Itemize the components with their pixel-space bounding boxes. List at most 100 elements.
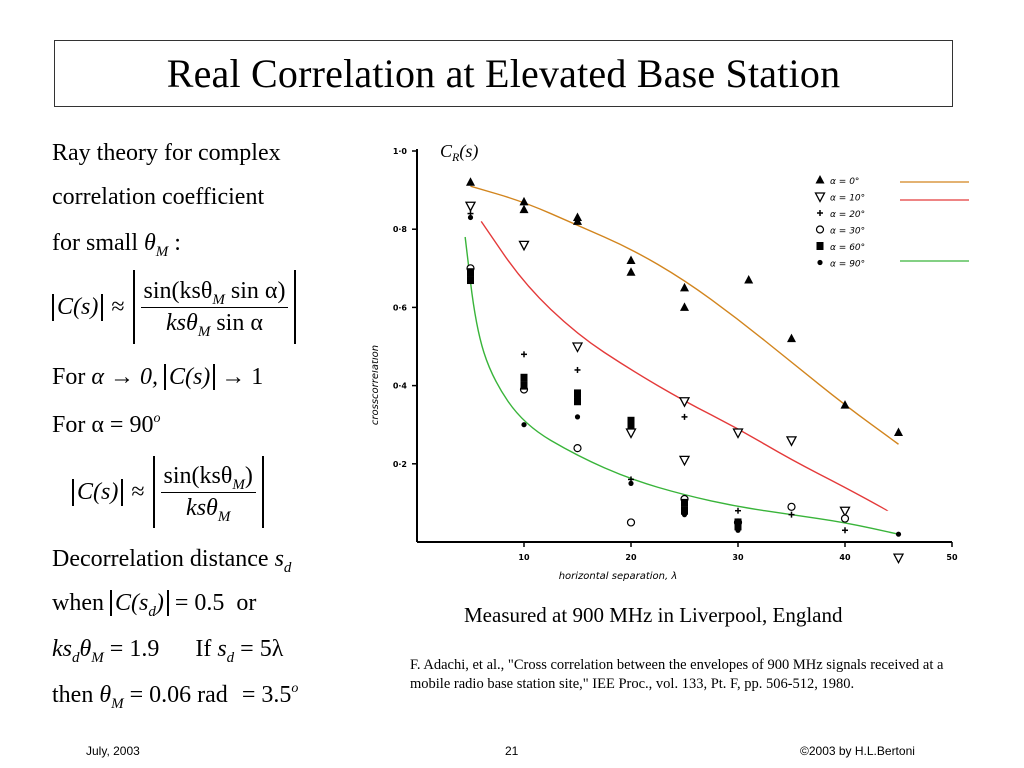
eq1-approx: ≈ bbox=[111, 293, 125, 320]
text-line-decorrelation: Decorrelation distance sd bbox=[52, 546, 292, 576]
data-point bbox=[732, 428, 744, 439]
for-label-1: For bbox=[52, 364, 86, 390]
data-point bbox=[892, 553, 905, 565]
title-box: Real Correlation at Elevated Base Statio… bbox=[54, 40, 953, 107]
data-point bbox=[574, 414, 581, 420]
marker-shape bbox=[625, 428, 637, 439]
marker-shape bbox=[840, 400, 850, 409]
marker-shape bbox=[574, 414, 581, 420]
marker-shape bbox=[680, 282, 689, 292]
data-point bbox=[519, 204, 529, 214]
text-line-2: correlation coefficient bbox=[52, 184, 265, 210]
degree-sup: o bbox=[153, 411, 161, 426]
chart-legend: α = 0° α = 10° α = 20° α = 30° α = 60° α = 90… bbox=[814, 175, 969, 270]
text-line-3: for small θM : bbox=[52, 230, 181, 260]
marker-shape bbox=[815, 225, 825, 234]
eq2-den-text: ksθ bbox=[186, 494, 218, 521]
data-point bbox=[842, 527, 848, 534]
equation-2: C(s) ≈ sin(ksθM) ksθM bbox=[72, 456, 264, 528]
marker-shape bbox=[817, 259, 823, 266]
data-point bbox=[681, 512, 688, 518]
text-line-ks: ksdθM = 1.9 If sd = 5λ bbox=[52, 636, 284, 666]
marker-shape bbox=[521, 422, 527, 428]
footer-page-number: 21 bbox=[505, 744, 519, 758]
legend-marker bbox=[815, 225, 825, 234]
data-point bbox=[785, 436, 798, 447]
marker-shape bbox=[732, 428, 744, 439]
y-tick-label: 0·4 bbox=[393, 382, 408, 391]
c-sd-text: C(s bbox=[114, 590, 149, 616]
marker-shape bbox=[814, 192, 826, 203]
legend-label: α = 30° bbox=[830, 227, 865, 237]
legend-marker bbox=[816, 242, 824, 250]
x-tick-label: 20 bbox=[625, 553, 637, 562]
chart-caption: Measured at 900 MHz in Liverpool, Englan… bbox=[464, 603, 843, 627]
data-point bbox=[626, 267, 636, 276]
x-tick-label: 40 bbox=[839, 553, 851, 562]
then-label: then bbox=[52, 682, 94, 708]
data-point bbox=[519, 196, 529, 206]
marker-shape bbox=[571, 342, 584, 353]
marker-shape bbox=[892, 553, 905, 565]
marker-shape bbox=[681, 498, 688, 507]
marker-shape bbox=[466, 177, 475, 186]
s-subscript: d bbox=[283, 560, 292, 576]
legend-label: α = 20° bbox=[830, 210, 865, 220]
marker-shape bbox=[626, 267, 636, 276]
footer-date: July, 2003 bbox=[86, 744, 140, 758]
marker-shape bbox=[519, 196, 529, 206]
data-point bbox=[626, 255, 636, 264]
y-tick-label: 0·2 bbox=[393, 460, 407, 469]
data-point bbox=[734, 522, 742, 531]
slide-title: Real Correlation at Elevated Base Statio… bbox=[166, 51, 841, 96]
chart-svg: 10 20 30 40 500·20·40·60·81·0 α = 0°α = 10°α… bbox=[372, 141, 969, 582]
eq2-denominator: ksθM bbox=[186, 493, 230, 525]
marker-shape bbox=[519, 204, 529, 214]
y-tick-label: 1·0 bbox=[393, 147, 408, 156]
data-point bbox=[520, 381, 528, 390]
theta-symbol: θ bbox=[143, 230, 156, 256]
marker-shape bbox=[735, 527, 741, 533]
marker-shape bbox=[628, 480, 634, 486]
data-point bbox=[574, 389, 581, 398]
footer-copyright: ©2003 by H.L.Bertoni bbox=[800, 744, 915, 758]
data-point bbox=[680, 282, 689, 292]
eq2-right-bar bbox=[261, 456, 264, 528]
marker-shape bbox=[680, 302, 689, 311]
data-point bbox=[467, 268, 474, 277]
marker-shape bbox=[785, 436, 798, 447]
legend-marker bbox=[817, 259, 823, 266]
colon: : bbox=[174, 230, 181, 256]
cr-label: CR(s) bbox=[440, 141, 478, 164]
data-point bbox=[678, 397, 691, 408]
for-small-label: for small bbox=[52, 230, 138, 256]
text-line-for-alpha-90: For α = 90o bbox=[52, 411, 161, 439]
eq2-num-sub: M bbox=[232, 476, 245, 493]
marker-shape bbox=[467, 214, 474, 221]
data-point bbox=[840, 400, 850, 409]
marker-shape bbox=[574, 389, 581, 398]
marker-shape bbox=[626, 255, 636, 264]
data-point bbox=[464, 201, 477, 213]
text-line-when: when C(sd) = 0.5 or bbox=[52, 590, 257, 620]
eq1-num-sub: M bbox=[212, 291, 225, 308]
x-tick-label: 50 bbox=[946, 553, 958, 562]
or-label: or bbox=[236, 590, 257, 616]
data-point bbox=[628, 480, 634, 486]
eq1-denominator: ksθM sin α bbox=[166, 308, 263, 340]
data-point bbox=[467, 276, 474, 285]
if-value: = 5λ bbox=[240, 636, 284, 662]
marker-shape bbox=[840, 514, 850, 523]
data-point bbox=[894, 427, 903, 437]
marker-shape bbox=[467, 276, 474, 285]
data-point bbox=[521, 422, 527, 428]
legend-label: α = 0° bbox=[830, 177, 859, 187]
data-point bbox=[840, 514, 850, 523]
data-point bbox=[735, 507, 741, 514]
data-point bbox=[573, 444, 582, 453]
eq2-left-bar bbox=[152, 456, 155, 528]
data-point bbox=[788, 511, 795, 518]
text-line-1: Ray theory for complex bbox=[52, 140, 281, 166]
reference-citation: F. Adachi, et al., "Cross correlation be… bbox=[410, 657, 944, 692]
data-point bbox=[744, 275, 754, 284]
